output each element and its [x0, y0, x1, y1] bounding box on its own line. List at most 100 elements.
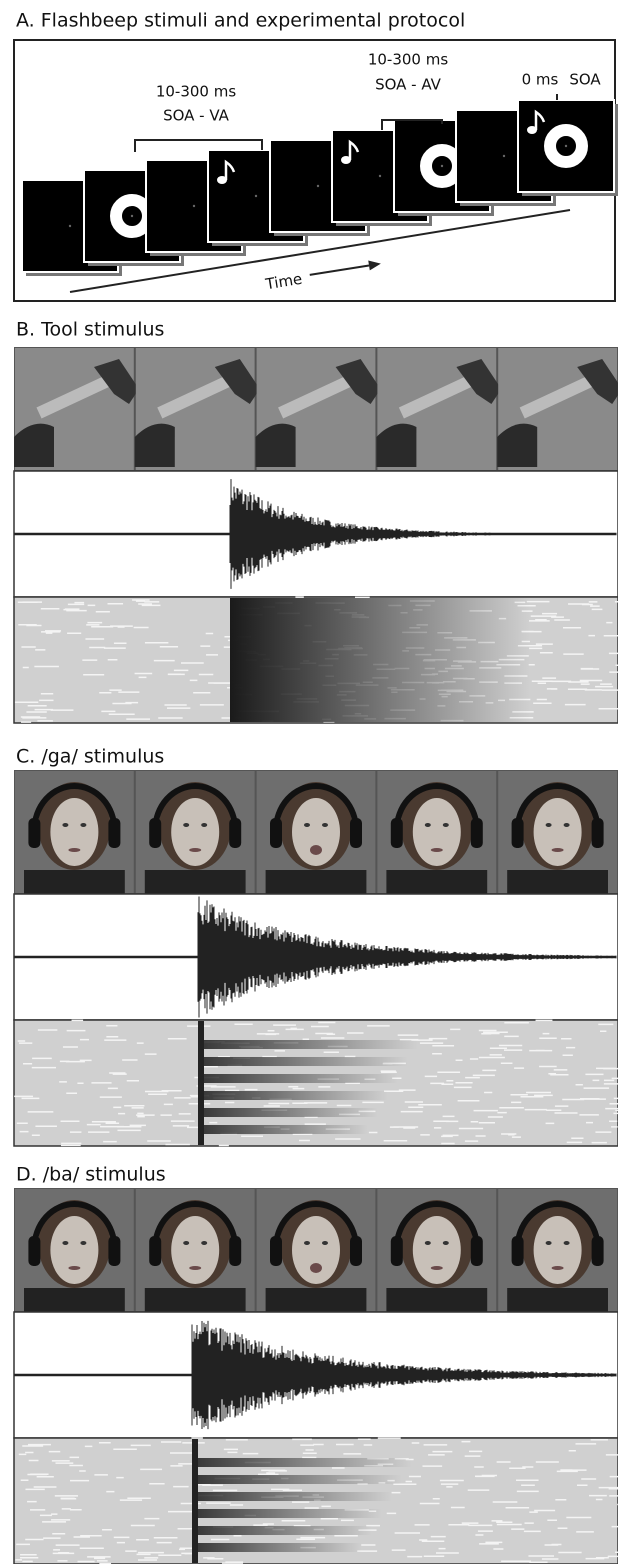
shoulders [144, 870, 246, 894]
mouth [310, 1263, 322, 1273]
frames [21, 99, 618, 276]
shoulders [24, 1288, 125, 1312]
earcup [229, 818, 242, 848]
arrow [309, 264, 370, 276]
earcup [229, 1236, 242, 1266]
label: SOA [569, 71, 601, 89]
headphones [152, 783, 239, 831]
eye [304, 823, 310, 827]
eye [183, 823, 190, 827]
formant-band [192, 1458, 412, 1467]
label: SOA - AV [375, 76, 442, 94]
hammer-head [214, 359, 260, 404]
mouth [430, 1266, 443, 1270]
formant-band [192, 1475, 402, 1484]
hammer-head [456, 359, 502, 404]
face [171, 1216, 220, 1284]
mouth [310, 845, 322, 855]
bracket [134, 139, 263, 152]
hand [255, 423, 296, 467]
headphones [393, 1201, 480, 1249]
waveform [14, 479, 617, 589]
headphones [514, 1201, 601, 1249]
eye [80, 823, 87, 827]
eye [322, 1241, 328, 1245]
face [50, 1216, 99, 1284]
headphones [152, 1201, 239, 1249]
time-axis [69, 209, 571, 293]
hammer-handle [519, 373, 598, 419]
fixation [440, 164, 444, 168]
headphones [31, 1201, 118, 1249]
face [533, 798, 582, 866]
eye [304, 1241, 310, 1245]
formant-band [192, 1492, 392, 1501]
eye [442, 823, 449, 827]
formant-band [192, 1509, 382, 1518]
fixation [130, 214, 134, 218]
arrow-head [368, 260, 381, 271]
headphones [31, 783, 118, 831]
note-stem [348, 139, 360, 160]
shoulders [265, 1288, 367, 1312]
eye [80, 1241, 87, 1245]
hand [14, 423, 54, 467]
mouth [189, 1266, 202, 1270]
shoulders [144, 1288, 246, 1312]
note-stem [534, 109, 546, 130]
mouth [430, 848, 443, 852]
formant-band [198, 1091, 388, 1100]
eye [201, 823, 208, 827]
formant-band [198, 1057, 408, 1066]
earcup [108, 818, 121, 848]
earcup [350, 818, 362, 848]
shoulders [24, 870, 125, 894]
waveform [14, 896, 617, 1018]
onset [192, 1439, 198, 1563]
hammer-handle [157, 373, 235, 419]
face [292, 1216, 340, 1284]
earcup [108, 1236, 121, 1266]
earcup [591, 1236, 604, 1266]
note [341, 156, 351, 164]
face [50, 798, 99, 866]
face [412, 1216, 461, 1284]
fixation [192, 204, 196, 208]
hand [376, 423, 417, 467]
earcup [149, 818, 162, 848]
face [533, 1216, 582, 1284]
stimulus-panels [13, 347, 618, 1564]
label: SOA - VA [163, 107, 230, 125]
fixation [502, 154, 506, 158]
mouth [68, 848, 81, 852]
shoulders [265, 870, 367, 894]
earcup [390, 1236, 403, 1266]
mouth [189, 848, 202, 852]
formant-band [192, 1543, 362, 1552]
earcup [470, 1236, 483, 1266]
earcup [28, 1236, 41, 1266]
eye [322, 823, 328, 827]
formant-band [198, 1074, 398, 1083]
earcup [350, 1236, 362, 1266]
onset [198, 1021, 204, 1145]
eye [183, 1241, 190, 1245]
label: 0 ms [522, 71, 559, 89]
bracket [381, 119, 443, 130]
formant-band [198, 1125, 368, 1134]
mouth [551, 1266, 564, 1270]
hammer-head [94, 359, 139, 404]
hammer-head [335, 359, 381, 404]
eye [62, 1241, 69, 1245]
earcup [470, 818, 483, 848]
eye [442, 1241, 449, 1245]
fixation [378, 174, 382, 178]
hammer-handle [398, 373, 477, 419]
earcup [591, 818, 604, 848]
note-stem [224, 159, 236, 180]
headphones [393, 783, 480, 831]
hammer-handle [36, 373, 115, 419]
waveform [14, 1320, 617, 1430]
fixation [316, 184, 320, 188]
